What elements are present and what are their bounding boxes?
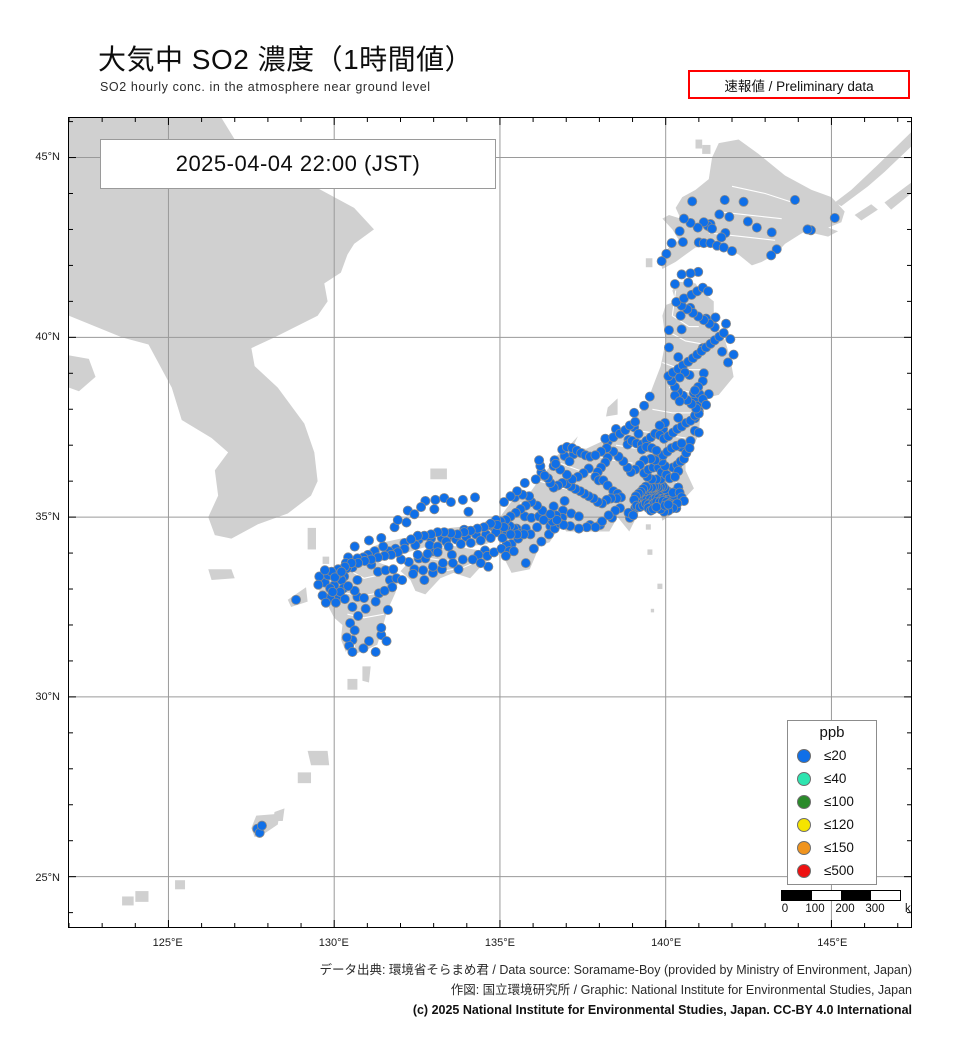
legend-swatch-icon [797,794,811,809]
timestamp-label: 2025-04-04 22:00 (JST) [175,151,421,176]
scale-bar-unit: km [905,903,911,915]
timestamp-box: 2025-04-04 22:00 (JST) [100,139,496,189]
footer-line: 作図: 国立環境研究所 / Graphic: National Institut… [450,983,912,997]
legend-swatch-icon [797,748,811,763]
legend-item: ≤150 [788,836,876,859]
scale-bar-segment [811,891,841,900]
scale-bar-tick-label: 0 [781,903,789,915]
legend-swatch-icon [797,817,811,832]
page-title: 大気中 SO2 濃度（1時間値） [98,44,474,75]
scale-bar-segment [870,891,900,900]
y-axis-tick-label: 25°N [35,871,60,884]
legend-rows: ≤20 ≤40 ≤100 ≤120 ≤150 ≤500 [788,744,876,882]
legend-item-label: ≤40 [824,771,847,786]
x-axis-tick-label: 130°E [318,937,349,949]
legend-item: ≤100 [788,790,876,813]
legend-item: ≤40 [788,767,876,790]
scale-bar-segments [781,890,901,901]
x-axis-tick-label: 135°E [484,937,515,949]
footer-line: (c) 2025 National Institute for Environm… [412,1003,912,1017]
scale-bar-tick-label: 100 [805,903,825,915]
page-subtitle: SO2 hourly conc. in the atmosphere near … [100,80,431,94]
scale-bar-tick-label: 200 [835,903,855,915]
footer-line: データ出典: 環境省そらまめ君 / Data source: Soramame-… [319,963,912,977]
legend-item-label: ≤100 [824,794,854,809]
legend: ppb ≤20 ≤40 ≤100 ≤120 ≤150 ≤500 [787,720,877,885]
y-axis-tick-label: 35°N [35,511,60,524]
footer: データ出典: 環境省そらまめ君 / Data source: Soramame-… [0,960,980,1020]
legend-item-label: ≤150 [824,840,854,855]
legend-item-label: ≤120 [824,817,854,832]
header: 大気中 SO2 濃度（1時間値） SO2 hourly conc. in the… [0,0,980,117]
legend-swatch-icon [797,863,811,878]
y-axis-tick-label: 30°N [35,691,60,704]
legend-item: ≤120 [788,813,876,836]
scale-bar-tick-label: 300 [865,903,885,915]
x-axis-tick-label: 125°E [152,937,183,949]
legend-item-label: ≤20 [824,748,847,763]
map-canvas [69,118,911,927]
legend-swatch-icon [797,840,811,855]
scale-bar-labels: km 0 100 200 300 [781,903,911,921]
legend-item-label: ≤500 [824,863,854,878]
legend-swatch-icon [797,771,811,786]
map-plot-frame: 2025-04-04 22:00 (JST) ppb ≤20 ≤40 ≤100 ≤12… [68,117,912,928]
legend-item: ≤500 [788,859,876,882]
y-axis-tick-label: 40°N [35,330,60,343]
scale-bar-segment [841,891,871,900]
legend-item: ≤20 [788,744,876,767]
legend-title: ppb [819,724,845,741]
station-markers [252,195,840,838]
preliminary-data-badge-label: 速報値 / Preliminary data [724,78,874,94]
x-axis-tick-label: 145°E [817,937,848,949]
y-axis-tick-label: 45°N [35,150,60,163]
preliminary-data-badge: 速報値 / Preliminary data [688,70,910,99]
scale-bar: km 0 100 200 300 [781,890,911,927]
scale-bar-segment [782,891,812,900]
x-axis-tick-label: 140°E [651,937,682,949]
